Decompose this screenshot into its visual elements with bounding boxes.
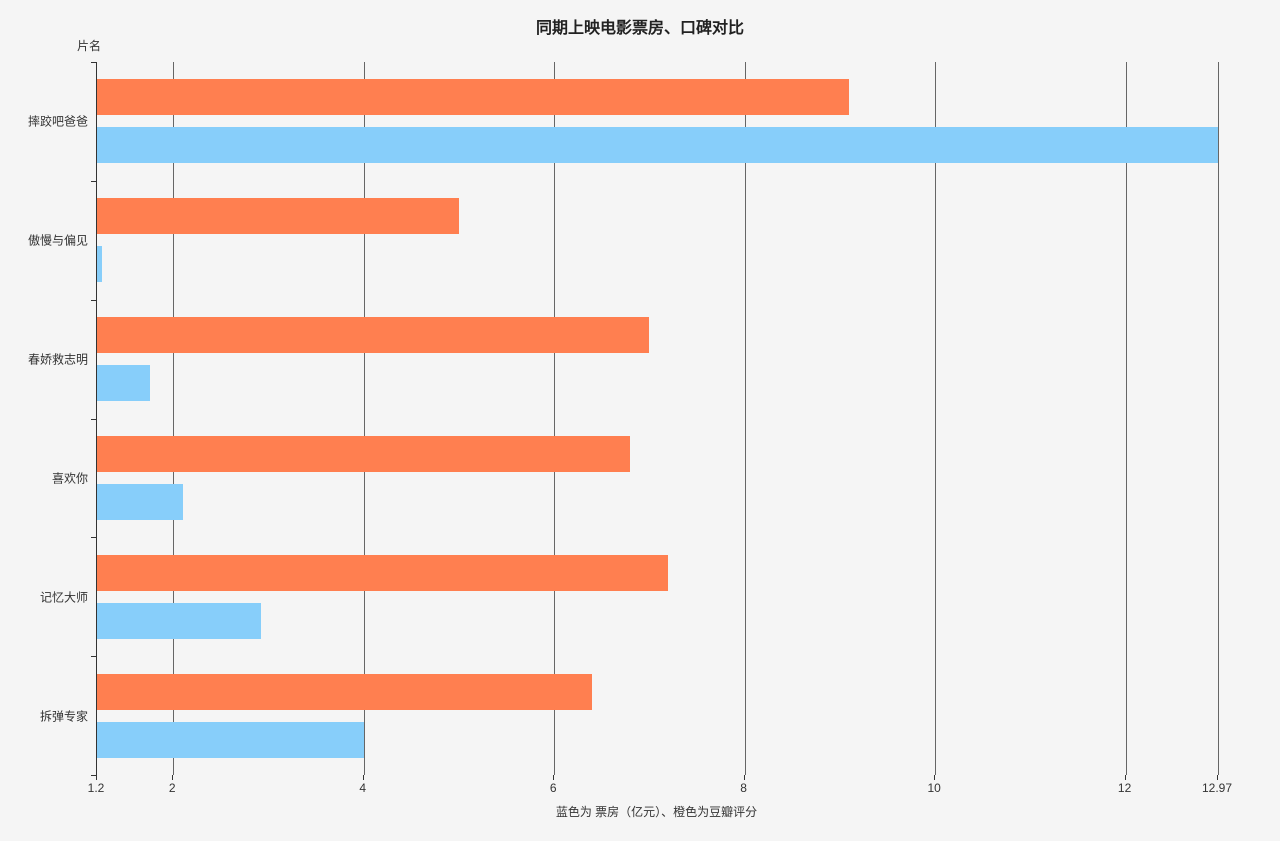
x-axis-tick [1217,775,1218,780]
x-axis-caption: 蓝色为 票房（亿元）、橙色为豆瓣评分 [555,805,758,819]
grid-line [744,62,746,775]
y-axis-tick [91,299,96,301]
x-axis-label: 12.97 [1201,781,1233,795]
x-axis-label: 12 [1117,781,1132,795]
x-axis-tick [743,775,745,780]
x-axis-label: 2 [168,781,176,795]
grid-line [554,62,556,775]
y-axis-label: 喜欢你 [51,471,88,486]
y-axis-label: 傲慢与偏见 [27,233,88,248]
x-axis-label: 6 [549,781,557,795]
boxoffice-bar[interactable] [97,483,183,520]
rating-bar[interactable] [97,554,669,591]
x-axis-tick [553,775,555,780]
boxoffice-bar[interactable] [97,721,364,758]
grid-line [935,62,937,775]
y-axis-label: 春娇救志明 [27,352,88,367]
rating-bar[interactable] [97,317,650,354]
boxoffice-bar[interactable] [97,127,1218,164]
x-axis-label: 4 [359,781,367,795]
y-axis-name: 片名 [76,39,101,53]
y-axis-label: 摔跤吧爸爸 [27,114,88,129]
rating-bar[interactable] [97,79,850,116]
y-axis-tick [91,656,96,658]
y-axis-tick [91,418,96,420]
plot-area [96,62,1219,775]
rating-bar[interactable] [97,673,593,710]
rating-bar[interactable] [97,435,631,472]
boxoffice-bar[interactable] [97,365,151,402]
grid-line [363,62,365,775]
x-axis-label: 1.2 [87,781,105,795]
x-axis-tick [1124,775,1126,780]
grid-line [173,62,175,775]
boxoffice-bar[interactable] [97,602,261,639]
x-axis-tick [172,775,174,780]
y-axis-label: 拆弹专家 [39,709,88,724]
chart-title: 同期上映电影票房、口碑对比 [535,20,744,37]
x-axis-label: 10 [927,781,941,795]
y-axis-tick [91,62,96,63]
y-axis-tick [91,775,96,776]
x-axis-label: 8 [740,781,747,795]
y-axis-label: 记忆大师 [39,590,88,605]
grid-line [1125,62,1127,775]
x-axis-tick [362,775,364,780]
y-axis-tick [91,537,96,539]
y-axis-tick [91,180,96,182]
grid-line [1218,62,1219,775]
rating-bar[interactable] [97,198,459,235]
boxoffice-bar[interactable] [97,246,102,283]
x-axis-tick [934,775,936,780]
x-axis-tick [96,775,97,780]
